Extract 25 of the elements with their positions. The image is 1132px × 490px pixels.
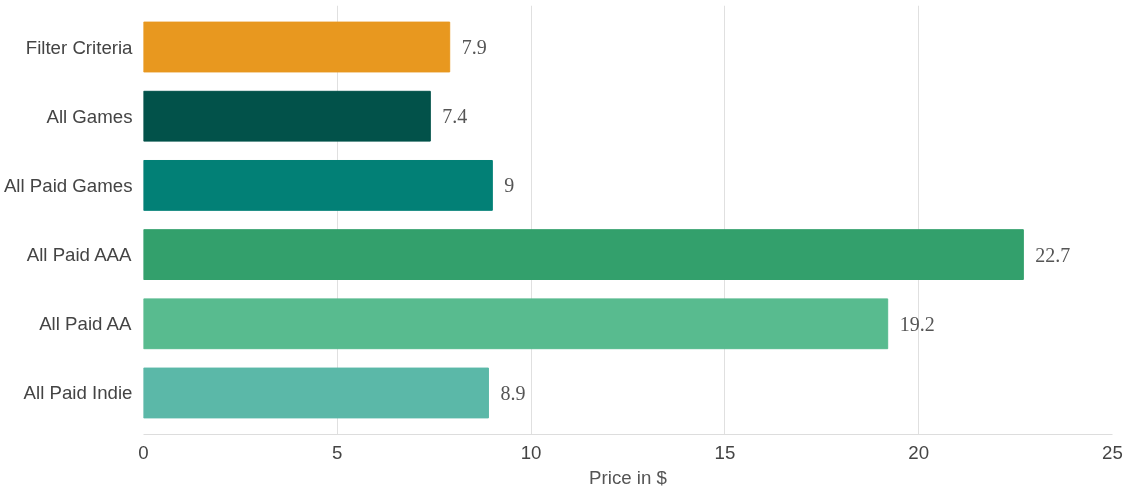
bar <box>143 159 493 211</box>
x-tick-label: 25 <box>1102 441 1123 463</box>
bar <box>143 229 1024 281</box>
data-label: 8.9 <box>500 381 526 404</box>
bar <box>143 298 889 350</box>
bar <box>143 21 451 73</box>
data-label: 7.4 <box>442 105 468 128</box>
y-tick-label: Filter Criteria <box>25 36 134 58</box>
y-tick-label: All Paid AA <box>39 313 133 335</box>
x-tick-label: 5 <box>332 441 343 463</box>
x-axis-title: Price in $ <box>589 466 668 488</box>
bar <box>143 367 489 419</box>
y-tick-label: All Paid AAA <box>26 244 133 266</box>
x-tick-label: 15 <box>714 441 736 463</box>
x-tick-label: 0 <box>138 441 149 463</box>
x-tick-label: 20 <box>908 441 930 463</box>
bar <box>143 90 431 142</box>
data-label: 19.2 <box>899 312 935 335</box>
x-tick-label: 10 <box>520 441 542 463</box>
data-label: 9 <box>504 174 515 197</box>
y-tick-label: All Paid Games <box>3 174 133 196</box>
y-tick-label: All Games <box>46 105 133 127</box>
data-label: 22.7 <box>1035 243 1071 266</box>
y-tick-label: All Paid Indie <box>23 382 133 404</box>
data-label: 7.9 <box>461 36 487 59</box>
